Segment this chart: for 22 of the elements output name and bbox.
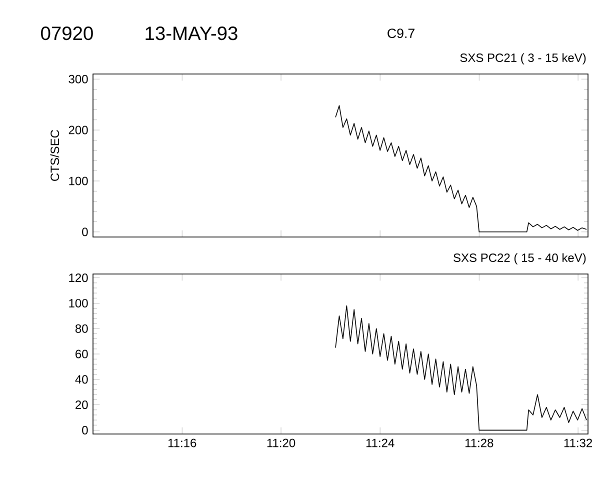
y-tick-label: 100 [69,176,88,186]
x-tick-label: 11:20 [267,438,296,448]
y-tick-label: 200 [68,126,88,134]
y-tick-label: 40 [75,375,88,384]
x-tick-label: 11:16 [168,438,196,448]
y-tick-label: 60 [76,350,88,358]
chart-title: SXS PC22 ( 15 - 40 keV) [454,253,586,264]
y-tick-label: 300 [68,74,88,84]
x-tick-label: 11:24 [366,438,394,448]
x-tick-label: 11:28 [465,438,494,448]
y-tick-label: 120 [69,274,88,282]
y-tick-label: 0 [82,426,88,434]
chart-title: SXS PC21 ( 3 - 15 keV) [460,53,586,64]
y-tick-label: 80 [75,324,88,333]
x-tick-label: 11:32 [564,438,592,448]
text: C9.7 [388,28,414,38]
y-axis-title: CTS/SEC [50,130,60,181]
y-tick-label: 100 [69,298,88,308]
y-tick-label: 0 [82,228,88,236]
text: 13-MAY-93 [146,26,238,40]
text: 07920 [41,26,93,40]
y-tick-label: 20 [76,400,88,410]
